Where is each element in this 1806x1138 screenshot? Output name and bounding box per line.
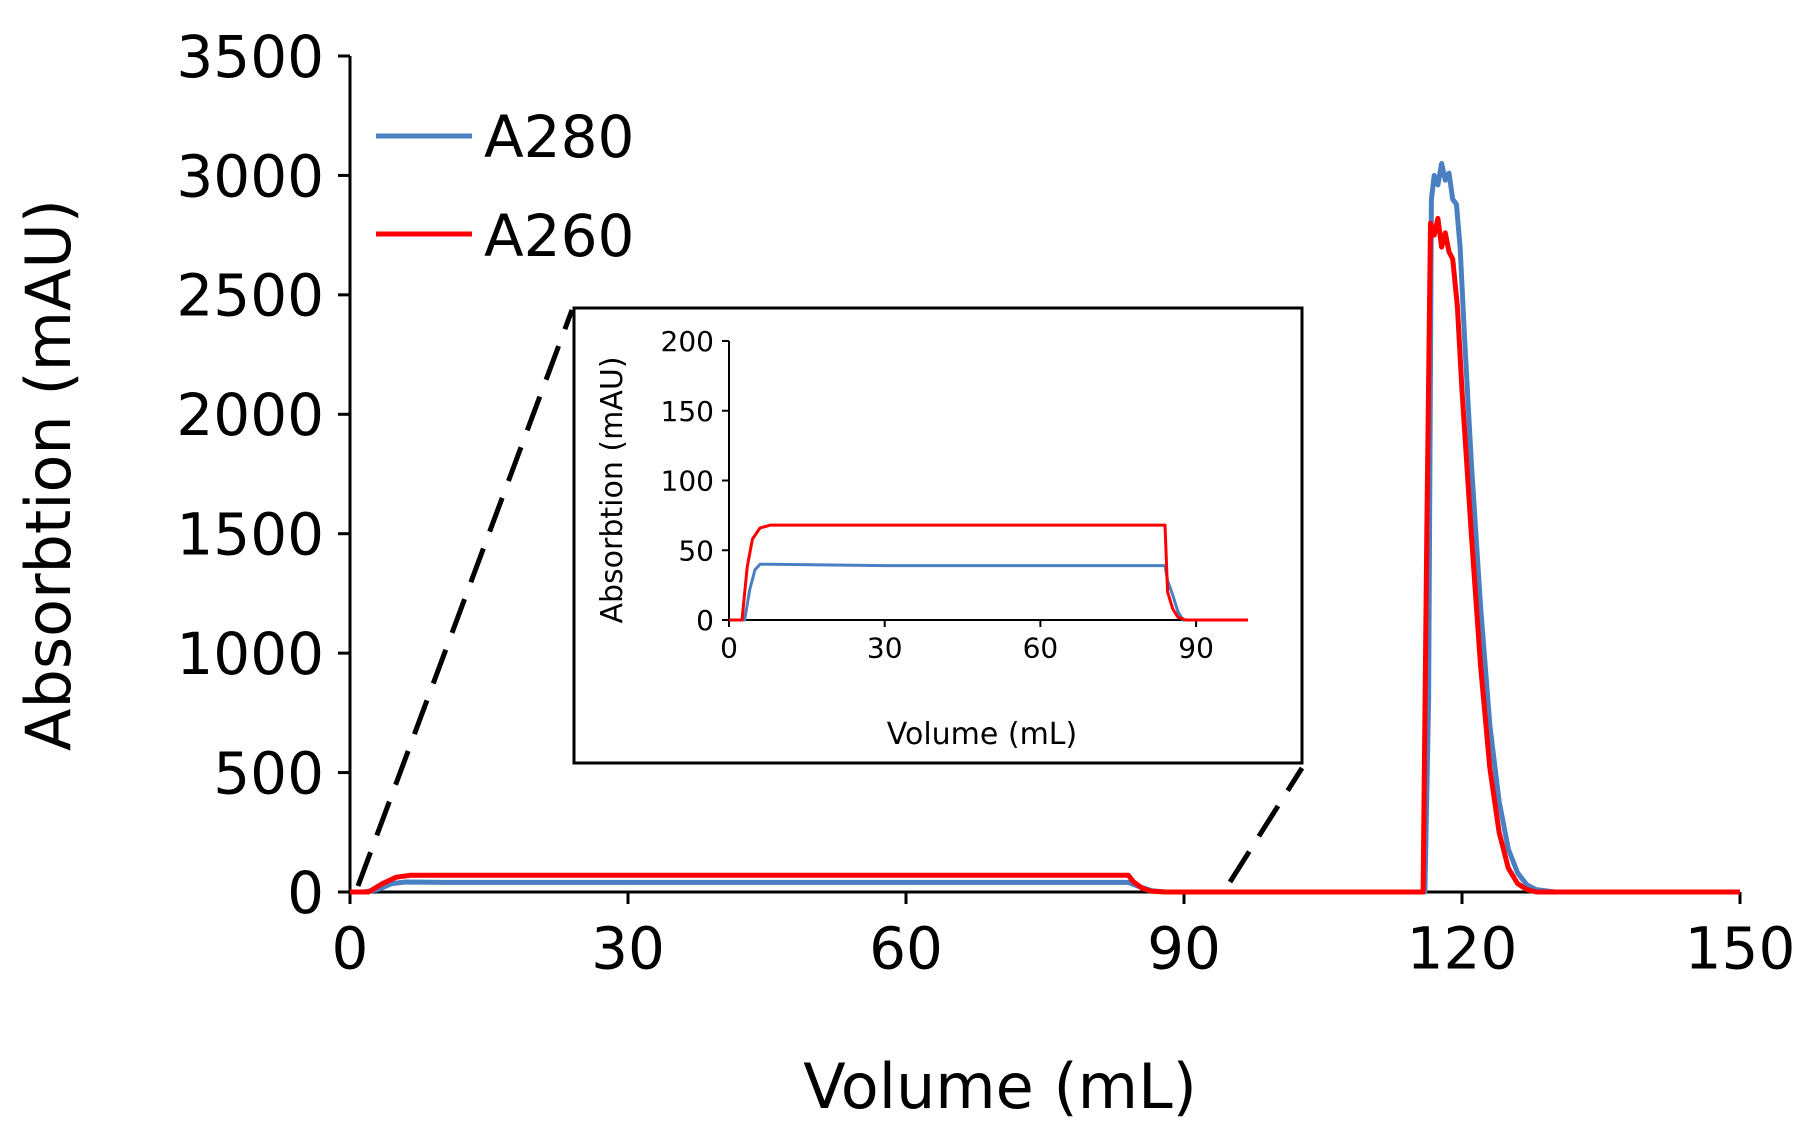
main-series-a260	[350, 215, 1740, 895]
main-y-tick-label: 0	[287, 859, 324, 927]
main-y-tick-label: 2000	[176, 381, 324, 449]
inset-axes	[722, 340, 1248, 627]
main-y-tick-label: 1000	[176, 620, 324, 688]
inset-x-tick-label: 60	[1023, 631, 1059, 664]
inset-series	[729, 523, 1248, 622]
main-axes	[338, 54, 1742, 904]
inset-x-tick-label: 90	[1178, 631, 1214, 664]
main-y-tick-label: 3500	[176, 23, 324, 91]
main-y-axis-title: Absorbtion (mAU)	[12, 199, 85, 751]
inset-frame	[572, 306, 1304, 765]
inset-series-a280	[729, 562, 1248, 622]
main-x-tick-label: 150	[1685, 914, 1796, 982]
legend-label-a260: A260	[484, 202, 634, 270]
inset-tick-labels: 0 50 100 150 200 0 30 60 90	[661, 325, 1214, 664]
main-x-tick-label: 0	[332, 914, 369, 982]
main-x-axis-title: Volume (mL)	[803, 1050, 1197, 1123]
inset-y-tick-label: 100	[661, 465, 714, 498]
inset-y-tick-label: 150	[661, 395, 714, 428]
main-series	[350, 161, 1740, 895]
zoom-callout-line-left	[355, 309, 575, 887]
inset-x-axis-title: Volume (mL)	[887, 717, 1077, 752]
main-x-tick-label: 120	[1407, 914, 1518, 982]
main-series-a280	[350, 161, 1740, 895]
main-x-tick-label: 30	[591, 914, 665, 982]
inset-y-tick-label: 50	[678, 534, 714, 567]
inset-y-axis-title: Absorbtion (mAU)	[595, 356, 630, 623]
main-y-tick-label: 2500	[176, 262, 324, 330]
inset-x-tick-label: 0	[720, 631, 738, 664]
main-x-tick-label: 90	[1147, 914, 1221, 982]
legend-label-a280: A280	[484, 103, 634, 171]
main-y-tick-label: 3000	[176, 142, 324, 210]
inset-y-tick-label: 200	[661, 325, 714, 358]
zoom-callout-line-right	[1227, 766, 1305, 884]
main-y-tick-label: 1500	[176, 501, 324, 569]
main-x-tick-label: 60	[869, 914, 943, 982]
inset-y-tick-label: 0	[696, 604, 714, 637]
main-y-tick-label: 500	[213, 739, 324, 807]
inset-x-tick-label: 30	[867, 631, 903, 664]
inset-series-a260	[729, 523, 1248, 622]
legend: A280 A260	[376, 103, 634, 270]
